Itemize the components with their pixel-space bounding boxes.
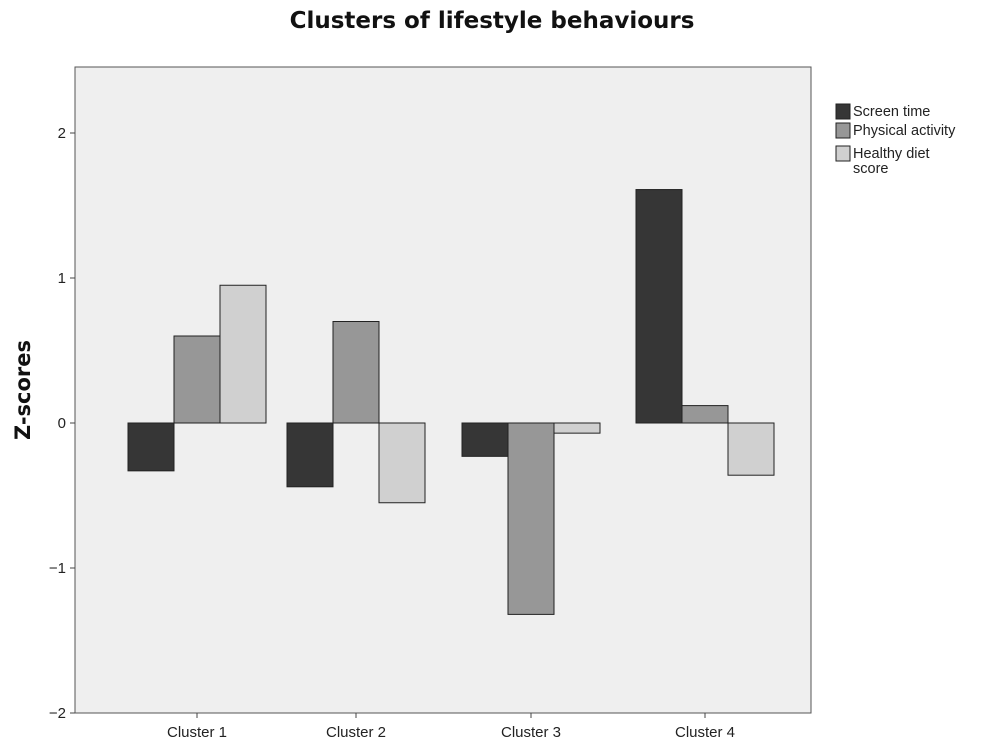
y-tick-label: 0 bbox=[58, 415, 66, 432]
bar-healthy-diet-score-cluster-1 bbox=[219, 284, 267, 424]
legend-swatch-healthy-diet-score bbox=[835, 145, 851, 162]
y-axis-label: Z-scores bbox=[11, 340, 35, 440]
y-tick-label: 1 bbox=[58, 270, 66, 287]
y-tick-label: 2 bbox=[58, 125, 66, 142]
legend-swatch-screen-time bbox=[835, 103, 851, 120]
axes-group: −2 −1 0 1 2 Cluster 1 Cluster 2 Cluster 3 Cluste… bbox=[49, 125, 735, 741]
legend: Screen time Physical activity Healthy diet… bbox=[835, 103, 956, 177]
x-tick-label: Cluster 1 bbox=[167, 724, 227, 741]
bar-physical-activity-cluster-2 bbox=[332, 321, 380, 424]
legend-swatch-physical-activity bbox=[835, 122, 851, 139]
y-tick-label: −2 bbox=[49, 705, 66, 722]
legend-label: Physical activity bbox=[853, 123, 956, 139]
legend-label: Screen time bbox=[853, 104, 930, 120]
x-tick-label: Cluster 3 bbox=[501, 724, 561, 741]
y-tick-label: −1 bbox=[49, 560, 66, 577]
legend-label: Healthy diet score bbox=[853, 146, 930, 177]
bar-screen-time-cluster-1 bbox=[127, 422, 175, 472]
bar-physical-activity-cluster-1 bbox=[173, 335, 221, 424]
bar-screen-time-cluster-2 bbox=[286, 422, 334, 488]
bar-screen-time-cluster-4 bbox=[635, 189, 683, 424]
x-tick-label: Cluster 4 bbox=[675, 724, 735, 741]
bar-healthy-diet-score-cluster-3 bbox=[553, 422, 601, 434]
bar-physical-activity-cluster-3 bbox=[507, 422, 555, 615]
bars-group bbox=[127, 189, 775, 615]
bar-healthy-diet-score-cluster-2 bbox=[378, 422, 426, 504]
bar-physical-activity-cluster-4 bbox=[681, 405, 729, 424]
chart-title: Clusters of lifestyle behaviours bbox=[290, 8, 695, 34]
bar-healthy-diet-score-cluster-4 bbox=[727, 422, 775, 476]
bar-screen-time-cluster-3 bbox=[461, 422, 509, 457]
x-tick-label: Cluster 2 bbox=[326, 724, 386, 741]
